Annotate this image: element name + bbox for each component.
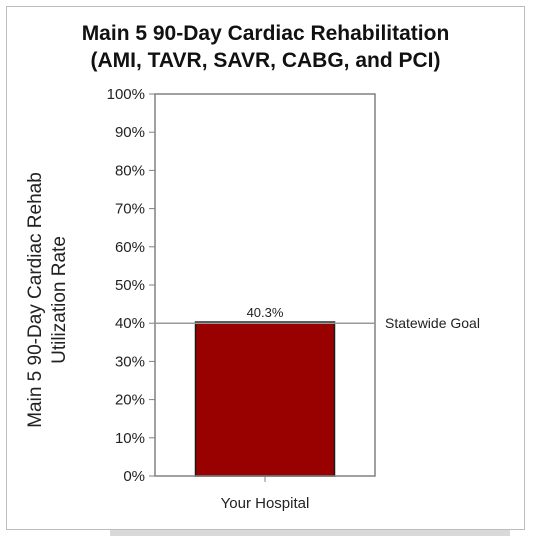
y-tick-label-10: 100%: [107, 86, 145, 103]
y-tick-label-9: 90%: [115, 124, 145, 141]
bar-0: [194, 321, 336, 477]
y-tick-label-4: 40%: [115, 315, 145, 332]
y-tick-label-3: 30%: [115, 353, 145, 370]
y-tick-label-1: 10%: [115, 430, 145, 447]
chart-title: Main 5 90-Day Cardiac Rehabilitation (AM…: [6, 20, 525, 74]
statewide-goal-label: Statewide Goal: [385, 315, 480, 331]
y-tick-label-5: 50%: [115, 277, 145, 294]
x-tick-label-0: Your Hospital: [221, 495, 310, 512]
y-tick-label-2: 20%: [115, 392, 145, 409]
bar-value-label-0: 40.3%: [247, 305, 284, 320]
y-tick-label-0: 0%: [123, 468, 145, 485]
y-tick-label-7: 70%: [115, 201, 145, 218]
scrollbar-shade: [110, 530, 510, 536]
chart-title-line-2: (AMI, TAVR, SAVR, CABG, and PCI): [90, 49, 441, 72]
y-tick-label-6: 60%: [115, 239, 145, 256]
chart-title-line-1: Main 5 90-Day Cardiac Rehabilitation: [81, 22, 450, 45]
y-tick-label-8: 80%: [115, 162, 145, 179]
